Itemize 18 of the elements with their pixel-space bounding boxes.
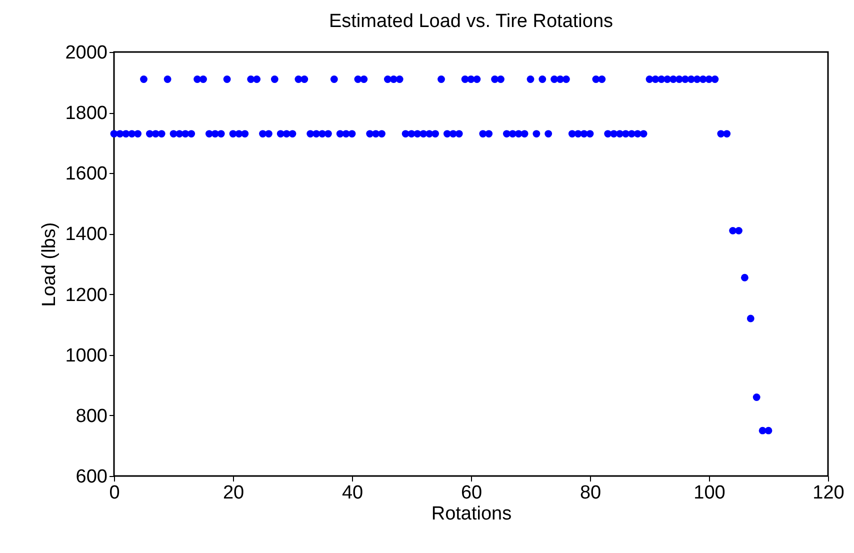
y-tick-label: 1000 (65, 345, 108, 366)
y-tick-label: 1600 (65, 164, 108, 185)
x-tick-label: 120 (812, 482, 844, 504)
x-tick-label: 20 (222, 482, 244, 504)
x-tick-label: 100 (694, 482, 726, 504)
chart-title: Estimated Load vs. Tire Rotations (328, 11, 614, 32)
x-tick-label: 80 (580, 482, 602, 504)
x-axis-title: Rotations (431, 504, 512, 524)
y-tick-label: 2000 (65, 42, 108, 64)
y-tick-label: 600 (76, 466, 108, 488)
x-tick-label: 40 (342, 482, 364, 504)
y-tick-label: 1400 (65, 224, 108, 246)
y-tick-label: 1800 (65, 103, 108, 124)
y-tick-label: 800 (76, 406, 108, 427)
y-tick-label: 1200 (65, 284, 108, 306)
x-tick-label: 60 (460, 482, 482, 504)
x-tick-label: 0 (109, 482, 120, 504)
y-axis-title: Load (lbs) (39, 222, 60, 307)
